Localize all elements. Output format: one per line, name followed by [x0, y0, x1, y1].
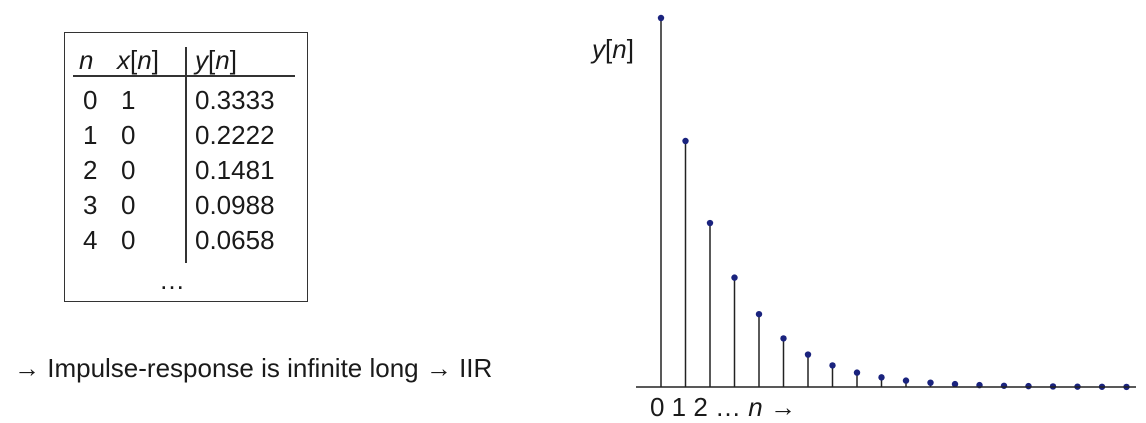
x-axis-arrow: →: [770, 392, 796, 422]
column-divider: [185, 47, 187, 263]
col-header-n: n: [79, 45, 94, 75]
y-axis-label-index: n: [612, 34, 627, 64]
header-divider: [73, 75, 295, 77]
stem-marker: [657, 14, 665, 22]
col-header-x-index: n: [137, 45, 152, 75]
col-header-y: y[n]: [195, 47, 237, 73]
stem-marker: [804, 351, 812, 358]
stem-marker: [951, 380, 959, 388]
stem-marker: [902, 377, 910, 384]
table-cell-x: 0: [121, 225, 136, 255]
x-axis-variable: n: [748, 392, 763, 422]
table-cell-x: 1: [121, 85, 136, 115]
y-axis-label-var: y: [592, 34, 605, 64]
table-cell-x: 0: [121, 120, 136, 150]
col-header-y-bracket-close: ]: [229, 45, 237, 75]
x-tick-labels: 0 1 2 …: [650, 392, 742, 422]
col-header-y-bracket-open: [: [208, 45, 216, 75]
col-header-x: x[n]: [117, 47, 159, 73]
table-cell-y: 0.3333: [195, 85, 275, 115]
stem-marker: [829, 362, 836, 369]
table-cell-y: 0.1481: [195, 155, 275, 185]
y-axis-label-bracket-open: [: [605, 34, 613, 64]
table-cell-n: 4: [83, 225, 98, 255]
stem-marker: [878, 374, 885, 381]
impulse-response-table: n x[n] y[n] 0 1 0.3333 1 0 0.2222 2 0 0.…: [64, 32, 308, 302]
table-ellipsis: …: [159, 265, 185, 295]
stem-marker: [706, 219, 714, 227]
table-cell-n: 2: [83, 155, 98, 185]
col-header-x-bracket-open: [: [130, 45, 138, 75]
stem-marker: [780, 335, 787, 342]
stem-marker: [853, 369, 861, 376]
col-header-x-var: x: [117, 45, 130, 75]
table-cell-y: 0.0658: [195, 225, 275, 255]
col-header-x-bracket-close: ]: [151, 45, 159, 75]
x-axis-label: 0 1 2 … n →: [650, 392, 796, 423]
stem-marker: [731, 274, 738, 281]
table-cell-n: 1: [83, 120, 98, 150]
stem-marker: [1000, 382, 1008, 389]
table-cell-x: 0: [121, 190, 136, 220]
caption-text: → Impulse-response is infinite long → II…: [14, 353, 493, 383]
stem-marker: [755, 310, 763, 318]
table-cell-y: 0.2222: [195, 120, 275, 150]
col-header-y-var: y: [195, 45, 208, 75]
table-cell-n: 3: [83, 190, 98, 220]
table-cell-x: 0: [121, 155, 136, 185]
table-cell-y: 0.0988: [195, 190, 275, 220]
y-axis-label-bracket-close: ]: [626, 34, 634, 64]
table-cell-n: 0: [83, 85, 98, 115]
stem-marker: [1025, 382, 1032, 390]
col-header-y-index: n: [215, 45, 230, 75]
stem-marker: [927, 379, 934, 386]
stem-marker: [682, 137, 689, 145]
y-axis-label: y[n]: [592, 34, 634, 65]
